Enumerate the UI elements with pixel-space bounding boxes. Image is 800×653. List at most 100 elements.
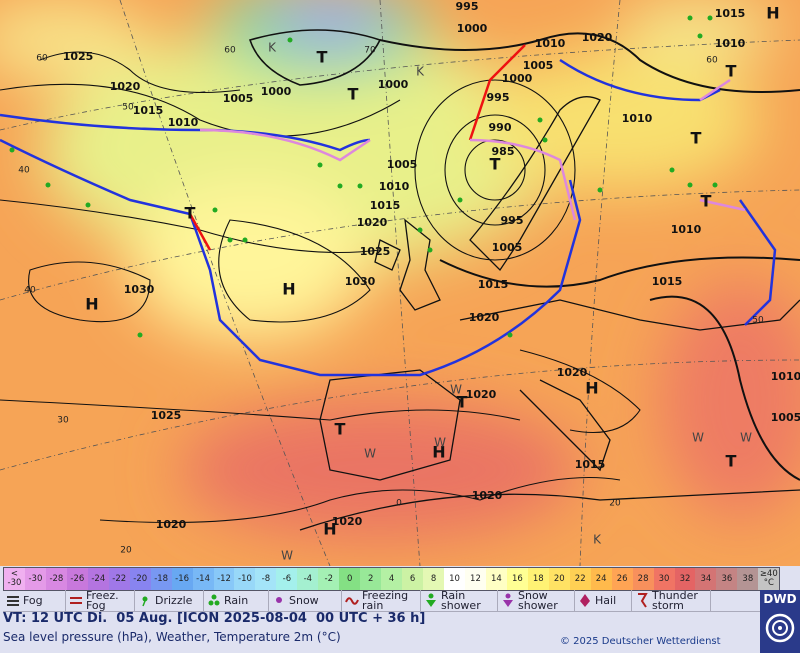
scale-cell: 34 [695,568,717,590]
isobar-label: 1015 [133,104,164,117]
legend-icon [503,593,513,607]
scale-cell: 24 [590,568,612,590]
legend-icon [208,594,220,606]
latitude-label: 20 [609,499,621,509]
copyright: © 2025 Deutscher Wetterdienst [560,636,721,647]
latitude-label: 20 [120,546,132,556]
isobar-label: 990 [489,121,512,134]
pressure-center: T [348,85,359,104]
isobar-label: 1010 [622,112,653,125]
isobar-label: 1005 [223,92,254,105]
scale-cell: -10 [234,568,256,590]
pressure-center: T [335,420,346,439]
latitude-label: 60 [706,56,718,66]
legend-item: Rain [204,590,269,611]
scale-cell: 6 [402,568,424,590]
isobar-label: 1025 [151,409,182,422]
isobar-label: 1010 [379,180,410,193]
scale-cell: 20 [548,568,570,590]
scale-cell: 30 [653,568,675,590]
legend-item: Drizzle [135,590,204,611]
legend-label: Hail [595,593,617,607]
coastlines [248,29,800,531]
scale-cell: -20 [129,568,151,590]
latitude-label: 50 [122,103,134,113]
scale-cell: 18 [527,568,549,590]
scale-cell: 36 [716,568,738,590]
pressure-center: H [85,295,98,314]
latitude-label: 50 [752,316,764,326]
logo: DWD [760,590,800,653]
isobar-label: 1005 [771,411,800,424]
isobar-label: 995 [501,214,524,227]
latitude-label: 40 [24,286,36,296]
legend-item: Rain shower [421,590,498,611]
latitude-label: 60 [36,54,48,64]
isobar-label: 1015 [652,275,683,288]
legend-label: Freez. Fog [86,588,119,612]
isobar-label: 1030 [345,275,376,288]
weather-legend: Fog Freez. Fog Drizzle Rain Snow Freezing rai… [3,590,760,612]
scale-cell: 28 [632,568,654,590]
isobar-label: 1000 [378,78,409,91]
logo-mark [765,613,795,643]
airmass-label: W [281,549,293,563]
temperature-scale: < -30 -30 -28 -26 -24 -22 -20 -18 -16 -14 -12 -10 -8… [3,567,780,591]
pressure-center: T [185,204,196,223]
pressure-center: T [691,129,702,148]
scale-cell: 14 [485,568,507,590]
valid-time: VT: 12 UTC Di. 05 Aug. [ICON 2025-08-04 … [3,611,426,626]
scale-cell: -30 [24,568,46,590]
airmass-label: W [364,447,376,461]
airmass-label: K [268,41,277,55]
scale-cell: -22 [108,568,130,590]
graticule [0,0,800,566]
isobar-label: 1020 [110,80,141,93]
airmass-label: K [416,65,425,79]
weather-symbols [9,15,718,338]
scale-cell: -4 [297,568,319,590]
airmass-label: W [434,436,446,450]
scale-cell: -12 [213,568,235,590]
scale-cell: 2 [360,568,382,590]
isobars [0,32,800,524]
isobar-label: 1020 [156,518,187,531]
pressure-center: T [701,192,712,211]
scale-cell: 4 [381,568,403,590]
scale-cell: -14 [192,568,214,590]
legend-icon [638,593,648,608]
scale-cell: -8 [255,568,277,590]
isobar-label: 1015 [715,7,746,20]
isobar-label: 1010 [715,37,746,50]
legend-label: Freezing rain [362,588,409,612]
legend-icon [70,597,82,604]
scale-cell: 16 [506,568,528,590]
scale-cell: -16 [171,568,193,590]
airmass-label: W [692,431,704,445]
pressure-center: T [490,155,501,174]
legend-icon [276,597,282,603]
isobar-label: 1020 [582,31,613,44]
scale-cell: -6 [276,568,298,590]
scale-cell: 8 [423,568,445,590]
isobar-label: 1005 [492,241,523,254]
scale-cell: < -30 [4,568,25,590]
isobar-label: 1030 [124,283,155,296]
isobar-label: 995 [456,0,479,13]
scale-cell: -18 [150,568,172,590]
pressure-center: H [432,443,445,462]
scale-cell: ≥40 °C [758,568,780,590]
pressure-center: H [585,379,598,398]
scale-cell: 32 [674,568,696,590]
isobar-label: 1015 [575,458,606,471]
legend-item: Fog [3,590,66,611]
latitude-label: 0 [396,499,402,509]
isobar-label: 1010 [671,223,702,236]
isobar-label: 1020 [557,366,588,379]
scale-cell: 26 [611,568,633,590]
scale-cell: -26 [66,568,88,590]
isobar-label: 1020 [472,489,503,502]
scale-cell: 10 [444,568,465,590]
isobar-label: 995 [487,91,510,104]
isobar-label: 1025 [63,50,94,63]
